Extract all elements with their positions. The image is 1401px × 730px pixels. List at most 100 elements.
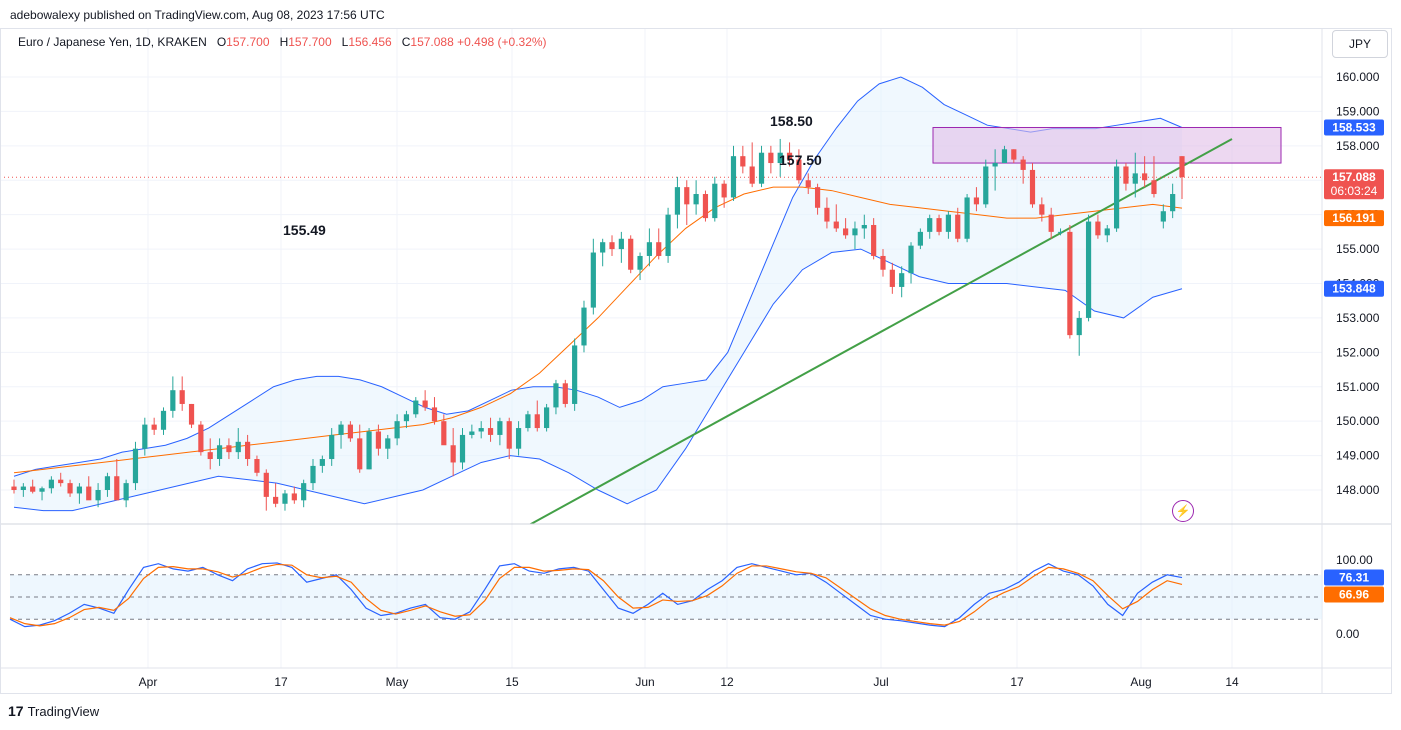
candle-body bbox=[646, 242, 652, 256]
candle-body bbox=[581, 307, 587, 346]
candle bbox=[702, 190, 709, 222]
candle bbox=[469, 424, 475, 439]
candle-body bbox=[151, 424, 157, 430]
candle-body bbox=[1170, 194, 1176, 212]
candle-body bbox=[740, 156, 746, 167]
candle bbox=[534, 400, 540, 432]
candle-body bbox=[487, 428, 494, 435]
candle-body bbox=[413, 400, 419, 415]
candle bbox=[207, 438, 213, 470]
candle bbox=[357, 424, 363, 473]
candle bbox=[282, 490, 288, 511]
candle bbox=[338, 421, 344, 449]
candle bbox=[1132, 152, 1138, 198]
candle bbox=[403, 410, 410, 429]
candle bbox=[48, 476, 54, 494]
candle-body bbox=[142, 424, 148, 449]
candle bbox=[1123, 163, 1129, 191]
ohlc-change: +0.498 (+0.32%) bbox=[457, 35, 547, 49]
candle-body bbox=[665, 214, 671, 256]
candle-body bbox=[394, 421, 400, 439]
candle-body bbox=[656, 242, 662, 256]
candle bbox=[1048, 207, 1054, 239]
candle bbox=[58, 472, 64, 487]
candle-body bbox=[198, 424, 204, 453]
candle-body bbox=[927, 218, 933, 232]
annotation-155-49: 155.49 bbox=[283, 222, 326, 238]
candle bbox=[67, 479, 73, 497]
candle-body bbox=[786, 152, 793, 160]
candle-body bbox=[104, 476, 111, 490]
candle-body bbox=[67, 483, 73, 494]
candle-body bbox=[20, 486, 26, 490]
candle bbox=[600, 238, 606, 267]
candle bbox=[1170, 183, 1176, 219]
candle bbox=[693, 180, 699, 215]
candle bbox=[852, 221, 858, 250]
candle bbox=[562, 379, 568, 408]
time-tick-label: Jun bbox=[635, 675, 654, 689]
candle bbox=[459, 428, 466, 470]
stochastic-tick-label: 0.00 bbox=[1336, 627, 1360, 641]
candle bbox=[525, 410, 531, 432]
candle-body bbox=[1151, 180, 1157, 195]
candle bbox=[1001, 145, 1008, 164]
candle-body bbox=[917, 231, 923, 246]
annotation-157-50: 157.50 bbox=[779, 152, 822, 168]
time-tick-label: Aug bbox=[1130, 675, 1151, 689]
candle bbox=[1011, 149, 1017, 164]
candle-body bbox=[983, 166, 989, 205]
candle bbox=[796, 149, 802, 184]
tradingview-logo[interactable]: 17 TradingView bbox=[8, 703, 99, 719]
ohlc-high: H157.700 bbox=[279, 35, 332, 49]
symbol-name[interactable]: Euro / Japanese Yen, 1D, KRAKEN bbox=[18, 35, 207, 49]
time-tick-label: 17 bbox=[1010, 675, 1024, 689]
candle bbox=[450, 428, 456, 477]
candle-body bbox=[1067, 231, 1073, 336]
candle bbox=[581, 300, 587, 353]
candle bbox=[618, 231, 624, 263]
candle-body bbox=[1123, 166, 1129, 184]
candle-body bbox=[1113, 166, 1120, 229]
candle-body bbox=[684, 187, 690, 205]
candle-body bbox=[245, 441, 251, 460]
bollinger-basis bbox=[13, 186, 1183, 474]
stochastic-pane: 100.00 0.00 bbox=[9, 553, 1373, 641]
badge-text: 153.848 bbox=[1332, 282, 1376, 296]
chart-border bbox=[0, 28, 1392, 694]
candle-body bbox=[459, 434, 466, 463]
candle bbox=[833, 204, 839, 232]
currency-button[interactable]: JPY bbox=[1332, 30, 1388, 58]
badge-bg bbox=[1324, 169, 1384, 200]
lightning-icon[interactable]: ⚡ bbox=[1172, 500, 1194, 522]
ohlc-open: O157.700 bbox=[216, 35, 270, 49]
candle bbox=[11, 479, 17, 494]
candle bbox=[216, 438, 223, 466]
price-tick-label: 151.000 bbox=[1336, 380, 1380, 394]
candle bbox=[758, 145, 765, 188]
candle-body bbox=[170, 390, 176, 411]
candle bbox=[992, 149, 998, 191]
candle-body bbox=[366, 431, 372, 470]
candle-body bbox=[506, 421, 512, 449]
candle-body bbox=[329, 434, 335, 460]
candle bbox=[927, 214, 933, 239]
countdown-text: 06:03:24 bbox=[1331, 184, 1378, 198]
candle bbox=[843, 218, 849, 239]
candle bbox=[123, 479, 129, 508]
candle-body bbox=[478, 428, 484, 432]
time-tick-label: 14 bbox=[1225, 675, 1239, 689]
badge-text: 66.96 bbox=[1339, 587, 1369, 601]
candle bbox=[478, 421, 484, 439]
candle bbox=[805, 173, 811, 195]
candle bbox=[515, 421, 522, 456]
candle bbox=[104, 472, 111, 497]
candle bbox=[1067, 224, 1073, 339]
candle-body bbox=[441, 421, 447, 446]
candle-body bbox=[796, 159, 802, 181]
candle bbox=[899, 266, 905, 298]
candle-body bbox=[338, 424, 344, 435]
candle bbox=[945, 211, 951, 239]
ohlc-close: C157.088 bbox=[401, 35, 454, 49]
